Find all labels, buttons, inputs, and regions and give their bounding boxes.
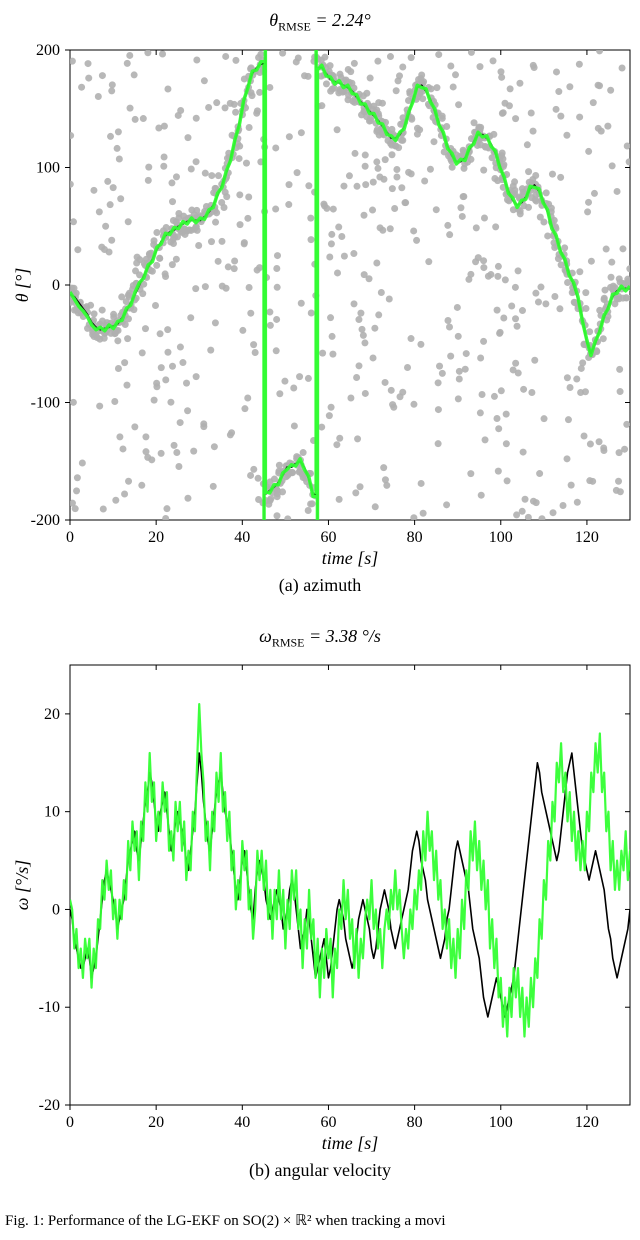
chart-a-wrapper: θRMSE = 2.24° 0 20 40 60 80 100 120 -200 -100 0 10…	[10, 10, 630, 596]
svg-text:40: 40	[234, 529, 250, 546]
figure-footer: Fig. 1: Performance of the LG-EKF on SO(…	[0, 1211, 640, 1230]
svg-text:0: 0	[66, 529, 74, 546]
figure-container: θRMSE = 2.24° 020406080100120-200-100010…	[0, 0, 640, 1240]
svg-text:200: 200	[36, 42, 60, 59]
svg-text:120: 120	[575, 529, 599, 546]
svg-text:10: 10	[44, 804, 60, 821]
chart-a-svg: 0 20 40 60 80 100 120 -200 -100 0 100 200 time [s] θ …	[10, 40, 640, 570]
chart-b-title: ωRMSE = 3.38 °/s	[10, 626, 630, 651]
svg-text:60: 60	[320, 1114, 336, 1131]
svg-text:100: 100	[489, 529, 513, 546]
chart-b-caption: (b) angular velocity	[10, 1160, 630, 1181]
svg-text:-200: -200	[31, 512, 60, 529]
svg-text:80: 80	[407, 1114, 423, 1131]
svg-text:time [s]: time [s]	[322, 548, 379, 568]
svg-text:-100: -100	[31, 394, 60, 411]
svg-text:-20: -20	[39, 1097, 60, 1114]
svg-text:120: 120	[575, 1114, 599, 1131]
svg-text:40: 40	[234, 1114, 250, 1131]
svg-text:0: 0	[52, 277, 60, 294]
svg-text:ω [°/s]: ω [°/s]	[12, 860, 32, 910]
svg-text:100: 100	[489, 1114, 513, 1131]
svg-text:60: 60	[320, 529, 336, 546]
svg-text:time [s]: time [s]	[322, 1133, 379, 1153]
svg-text:0: 0	[52, 902, 60, 919]
svg-text:80: 80	[407, 529, 423, 546]
chart-a-title: θRMSE = 2.24°	[10, 10, 630, 35]
chart-a-caption: (a) azimuth	[10, 575, 630, 596]
svg-text:20: 20	[148, 1114, 164, 1131]
svg-text:20: 20	[44, 706, 60, 723]
svg-text:100: 100	[36, 159, 60, 176]
svg-text:0: 0	[66, 1114, 74, 1131]
chart-b-wrapper: ωRMSE = 3.38 °/s 0 20 40 60 80 100 120 -20 -10 0 1…	[10, 626, 630, 1182]
svg-text:20: 20	[148, 529, 164, 546]
svg-text:-10: -10	[39, 999, 60, 1016]
chart-b-svg: 0 20 40 60 80 100 120 -20 -10 0 10 20 time [s] ω [°/s…	[10, 655, 640, 1155]
svg-text:θ [°]: θ [°]	[12, 267, 32, 302]
